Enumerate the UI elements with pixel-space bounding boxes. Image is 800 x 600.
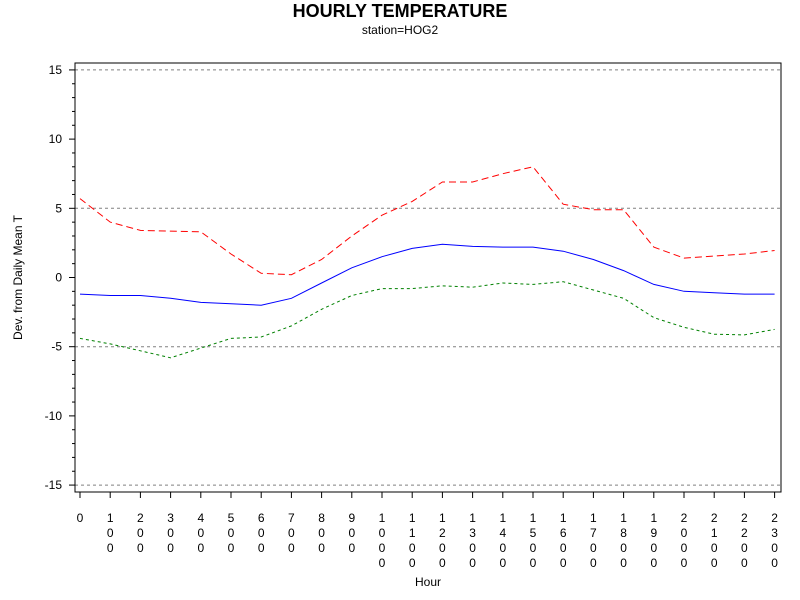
reference-lines: [75, 69, 781, 486]
y-tick-label: 5: [55, 201, 62, 215]
y-axis-label: Dev. from Daily Mean T: [11, 214, 25, 340]
plot-frame: [74, 62, 782, 493]
chart-subtitle: station=HOG2: [361, 23, 439, 37]
y-tick-label: 10: [49, 132, 63, 146]
series-group: [79, 166, 775, 359]
x-tick-label: 0: [77, 511, 84, 525]
y-tick-label: -15: [45, 478, 63, 492]
y-tick-label: 15: [49, 63, 63, 77]
series-line-2: [79, 243, 775, 306]
chart-title: HOURLY TEMPERATURE: [292, 1, 508, 21]
y-tick-label: -5: [51, 340, 62, 354]
series-line-1: [79, 166, 775, 276]
x-axis: 0 1 0 0 2 0 0 3 0 0 4 0 0 5 0 0 6 0 0 7 0 0 8 0 0 9 0 0 1 0 0 0 1 1 0 0 1 2 0 0…: [77, 492, 778, 570]
y-axis: 15 10 5 0 -5 -10 -15: [45, 63, 75, 492]
series-line-3: [79, 281, 775, 359]
y-tick-label: -10: [45, 409, 63, 423]
x-axis-label: Hour: [415, 575, 441, 589]
y-tick-label: 0: [55, 271, 62, 285]
